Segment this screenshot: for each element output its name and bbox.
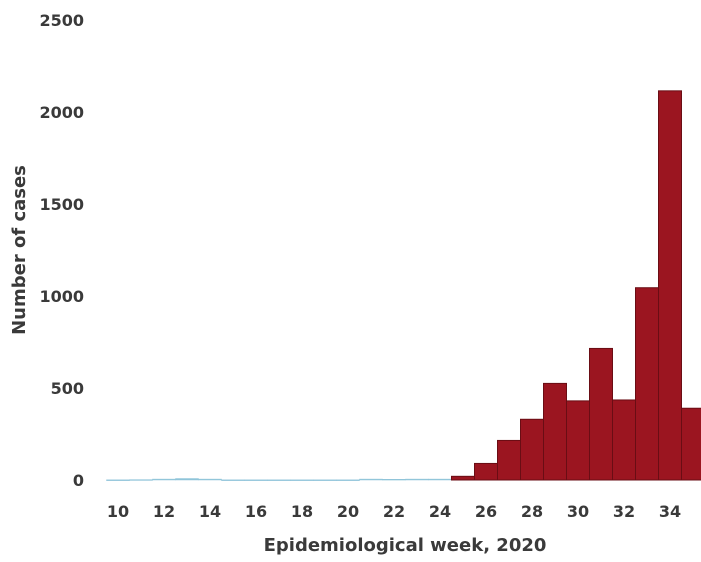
y-tick-label: 0 (73, 471, 84, 490)
bar-week-21 (359, 478, 383, 481)
bar-week-25 (451, 475, 475, 481)
bar-week-17 (267, 479, 291, 481)
x-axis-title: Epidemiological week, 2020 (264, 535, 547, 556)
bar-week-31 (589, 347, 613, 481)
bar-week-26 (474, 462, 498, 481)
x-tick-label: 18 (291, 502, 313, 521)
bar-week-30 (566, 400, 590, 481)
y-tick-label: 2000 (39, 103, 84, 122)
x-tick-label: 16 (245, 502, 267, 521)
bar-week-11 (129, 479, 153, 481)
x-tick-label: 26 (475, 502, 497, 521)
bar-week-14 (198, 478, 222, 481)
bar-week-32 (612, 399, 636, 481)
bar-week-29 (543, 382, 567, 481)
x-tick-label: 22 (383, 502, 405, 521)
y-tick-label: 2500 (39, 11, 84, 30)
x-tick-label: 34 (659, 502, 681, 521)
y-tick-label: 500 (51, 379, 84, 398)
x-tick-label: 30 (567, 502, 589, 521)
bar-week-35 (681, 407, 701, 481)
bars-group (106, 90, 701, 481)
y-tick-label: 1000 (39, 287, 84, 306)
x-tick-label: 14 (199, 502, 221, 521)
bar-week-34 (658, 90, 682, 481)
bar-week-27 (497, 439, 521, 481)
bar-week-16 (244, 479, 268, 481)
bar-week-19 (313, 479, 337, 481)
x-tick-label: 12 (153, 502, 175, 521)
bar-week-12 (152, 478, 176, 481)
x-tick-label: 24 (429, 502, 451, 521)
bar-week-22 (382, 479, 406, 481)
y-axis-title: Number of cases (9, 165, 30, 335)
bar-week-15 (221, 479, 245, 481)
bar-week-13 (175, 478, 199, 481)
x-tick-label: 10 (107, 502, 129, 521)
bar-week-23 (405, 478, 429, 481)
x-tick-label: 20 (337, 502, 359, 521)
x-tick-label: 28 (521, 502, 543, 521)
x-tick-labels: 10 12 14 16 18 20 22 24 26 28 30 32 34 (107, 502, 681, 521)
bar-week-18 (290, 479, 314, 481)
bar-week-24 (428, 478, 452, 481)
y-tick-label: 1500 (39, 195, 84, 214)
bar-week-33 (635, 287, 659, 481)
x-tick-label: 32 (613, 502, 635, 521)
bar-week-20 (336, 479, 360, 481)
bar-week-28 (520, 418, 544, 481)
y-tick-labels: 0 500 1000 1500 2000 2500 (39, 11, 84, 490)
bar-week-10 (106, 479, 130, 481)
